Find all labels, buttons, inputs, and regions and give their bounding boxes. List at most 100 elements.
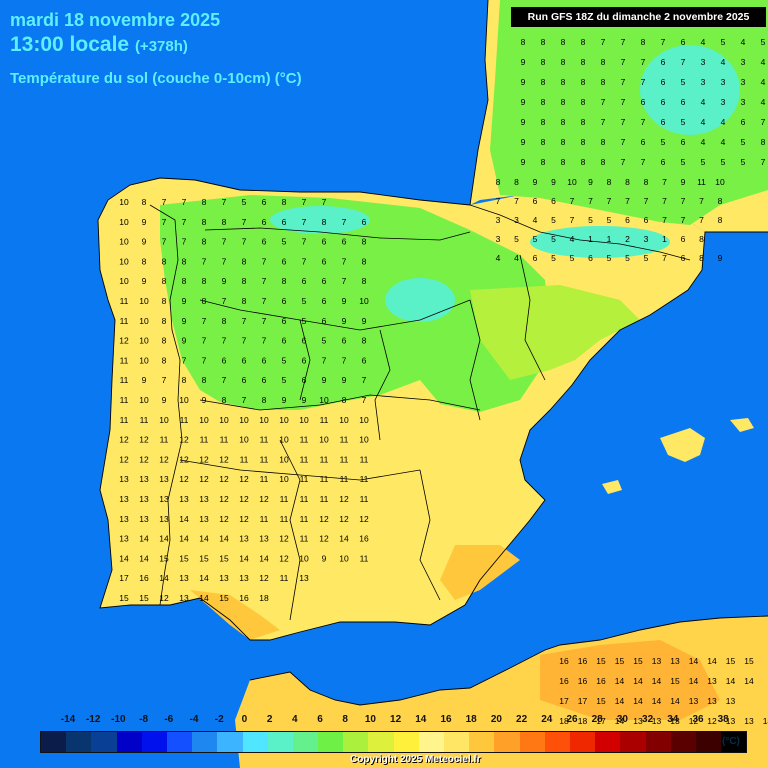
temperature-value-france: 7 [641, 57, 646, 67]
temperature-value-iberia: 15 [219, 553, 229, 563]
temperature-value-iberia: 7 [182, 217, 187, 227]
temperature-value-france: 7 [621, 57, 626, 67]
temperature-value-iberia: 12 [119, 435, 129, 445]
temperature-value-pyrenees: 11 [697, 177, 706, 187]
temperature-value-france: 8 [581, 77, 586, 87]
temperature-value-france: 8 [561, 157, 566, 167]
temperature-value-iberia: 11 [300, 494, 309, 504]
temperature-value-iberia: 14 [199, 534, 209, 544]
temperature-value-pyrenees: 6 [625, 215, 630, 225]
temperature-value-france: 6 [681, 37, 686, 47]
temperature-value-france: 7 [641, 117, 646, 127]
temperature-value-iberia: 10 [339, 415, 349, 425]
temperature-value-iberia: 7 [222, 336, 227, 346]
temperature-value-iberia: 11 [320, 415, 329, 425]
temperature-value-iberia: 5 [282, 237, 287, 247]
temperature-value-iberia: 6 [302, 276, 307, 286]
temperature-value-pyrenees: 5 [551, 234, 556, 244]
temperature-value-iberia: 6 [302, 336, 307, 346]
temperature-value-iberia: 17 [119, 573, 129, 583]
temperature-value-iberia: 11 [300, 474, 309, 484]
legend-unit: (°C) [722, 736, 740, 747]
temperature-value-iberia: 11 [300, 435, 309, 445]
temperature-value-iberia: 6 [322, 296, 327, 306]
temperature-value-iberia: 11 [120, 415, 129, 425]
temperature-value-iberia: 11 [320, 494, 329, 504]
temperature-value-africa: 18 [559, 716, 569, 726]
temperature-value-iberia: 16 [239, 593, 249, 603]
temperature-value-pyrenees: 8 [644, 177, 649, 187]
temperature-value-france: 4 [701, 37, 706, 47]
temperature-value-pyrenees: 7 [662, 215, 667, 225]
legend-swatch [91, 732, 117, 752]
temperature-value-africa: 14 [689, 656, 699, 666]
temperature-value-iberia: 11 [260, 435, 269, 445]
temperature-value-france: 3 [701, 57, 706, 67]
temperature-value-pyrenees: 6 [533, 253, 538, 263]
temperature-value-iberia: 8 [162, 355, 167, 365]
temperature-value-africa: 13 [652, 656, 662, 666]
temperature-value-iberia: 7 [262, 336, 267, 346]
temperature-value-iberia: 10 [279, 415, 289, 425]
temperature-value-iberia: 12 [179, 474, 189, 484]
temperature-value-iberia: 13 [159, 494, 169, 504]
temperature-value-iberia: 13 [239, 573, 249, 583]
temperature-value-pyrenees: 3 [644, 234, 649, 244]
temperature-value-iberia: 6 [342, 237, 347, 247]
temperature-value-iberia: 11 [300, 454, 309, 464]
legend-swatch [217, 732, 243, 752]
cool-zone [160, 195, 550, 412]
temperature-value-iberia: 15 [139, 593, 149, 603]
legend-label: 10 [364, 714, 376, 725]
temperature-value-iberia: 9 [322, 375, 327, 385]
temperature-value-iberia: 7 [222, 237, 227, 247]
temperature-value-iberia: 8 [222, 316, 227, 326]
temperature-value-france: 7 [621, 37, 626, 47]
temperature-value-iberia: 12 [239, 474, 249, 484]
borders [149, 204, 691, 621]
temperature-value-iberia: 11 [120, 375, 129, 385]
temperature-value-iberia: 7 [162, 197, 167, 207]
temperature-value-pyrenees: 8 [607, 177, 612, 187]
temperature-value-france: 7 [601, 117, 606, 127]
temperature-value-iberia: 8 [222, 395, 227, 405]
legend-label: 36 [692, 714, 704, 725]
temperature-value-africa: 14 [670, 696, 680, 706]
temperature-value-iberia: 9 [302, 395, 307, 405]
legend-label: 26 [566, 714, 578, 725]
temperature-value-france: 6 [661, 157, 666, 167]
temperature-value-iberia: 5 [322, 336, 327, 346]
legend-label: 18 [465, 714, 477, 725]
temperature-value-iberia: 11 [120, 316, 129, 326]
legend-swatch [368, 732, 394, 752]
temperature-value-france: 6 [641, 97, 646, 107]
temperature-value-iberia: 9 [142, 276, 147, 286]
temperature-value-iberia: 6 [342, 336, 347, 346]
temperature-value-iberia: 14 [139, 553, 149, 563]
legend-labels: -14 -12 -10 -8 -6 -4 -2 0 2 4 6 8 10 12 14 16 18 20 22 24 26… [40, 714, 740, 728]
temperature-value-iberia: 8 [162, 256, 167, 266]
temperature-value-iberia: 7 [242, 237, 247, 247]
temperature-value-iberia: 8 [362, 237, 367, 247]
temperature-value-iberia: 10 [119, 276, 129, 286]
temperature-value-iberia: 7 [342, 276, 347, 286]
temperature-value-iberia: 8 [282, 197, 287, 207]
legend-swatch [494, 732, 520, 752]
temperature-value-pyrenees: 10 [567, 177, 577, 187]
legend-swatch [343, 732, 369, 752]
temperature-value-iberia: 6 [302, 355, 307, 365]
temperature-value-iberia: 15 [159, 553, 169, 563]
temperature-value-iberia: 13 [139, 494, 149, 504]
temperature-value-france: 3 [741, 97, 746, 107]
temperature-value-africa: 16 [559, 656, 569, 666]
temperature-value-iberia: 7 [202, 256, 207, 266]
temperature-value-iberia: 7 [182, 355, 187, 365]
temperature-value-france: 4 [701, 117, 706, 127]
temperature-value-pyrenees: 4 [533, 215, 538, 225]
temperature-value-iberia: 8 [182, 375, 187, 385]
legend-swatch [141, 732, 167, 752]
temperature-value-france: 8 [581, 97, 586, 107]
temperature-value-iberia: 11 [120, 296, 129, 306]
temperature-value-iberia: 13 [139, 514, 149, 524]
legend-swatch [620, 732, 646, 752]
